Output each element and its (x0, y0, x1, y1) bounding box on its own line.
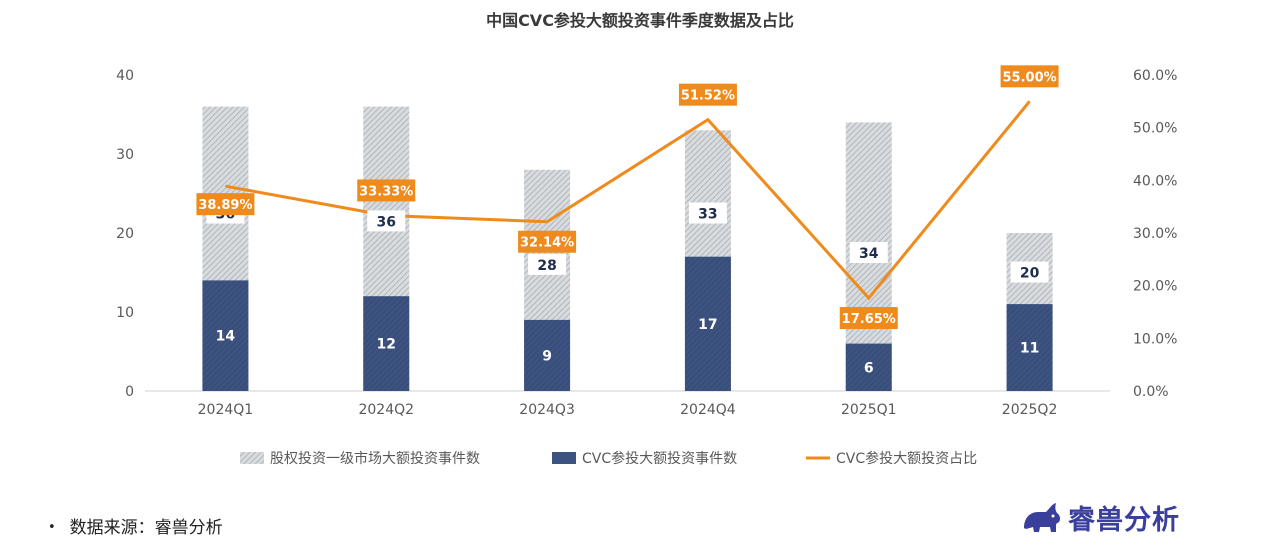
y2-tick-label: 30.0% (1133, 226, 1177, 242)
bar-cvc (1006, 304, 1053, 391)
data-source-text: 数据来源：睿兽分析 (69, 518, 223, 538)
ratio-line (225, 100, 1031, 301)
bar-cvc (524, 319, 571, 391)
cvc-value-label: 17 (698, 317, 717, 333)
bullet: • (48, 520, 56, 535)
y-tick-label: 30 (116, 147, 134, 163)
total-value-label: 33 (698, 207, 717, 223)
total-value-label: 34 (859, 246, 879, 262)
y2-tick-label: 60.0% (1133, 68, 1177, 84)
total-label-box (367, 210, 406, 232)
ratio-label-box (357, 179, 416, 202)
legend-swatch-total (240, 452, 264, 464)
rhino-logo-icon (1024, 502, 1061, 532)
x-tick-label: 2024Q3 (519, 402, 575, 418)
total-value-label: 20 (1020, 266, 1040, 282)
total-label-box (688, 202, 727, 224)
bar-cvc (202, 280, 249, 391)
ratio-label-box (839, 307, 898, 330)
ratio-value-label: 33.33% (359, 184, 413, 199)
ratio-label-box (1000, 65, 1059, 88)
chart-title: 中国CVC参投大额投资事件季度数据及占比 (486, 11, 794, 30)
y2-tick-label: 0.0% (1133, 384, 1169, 400)
ratio-value-label: 32.14% (520, 236, 574, 251)
x-tick-label: 2025Q2 (1002, 402, 1058, 418)
y-tick-label: 10 (116, 305, 134, 321)
chart: 中国CVC参投大额投资事件季度数据及占比 0 10 20 30 40 0.0% 10.0%… (116, 11, 1177, 467)
y2-tick-label: 20.0% (1133, 279, 1177, 295)
legend-label-ratio: CVC参投大额投资占比 (836, 450, 977, 467)
ratio-label-box (678, 83, 737, 106)
y2-tick-label: 50.0% (1133, 121, 1177, 137)
brand-logo: 睿兽分析 (1020, 498, 1180, 537)
ratio-value-label: 17.65% (842, 312, 896, 327)
ratio-value-label: 51.52% (681, 89, 735, 104)
ratio-label-box (518, 230, 577, 253)
x-tick-label: 2024Q2 (358, 402, 414, 418)
bar-cvc (363, 296, 410, 391)
cvc-value-label: 14 (216, 329, 236, 345)
cvc-value-label: 9 (542, 348, 552, 364)
total-value-label: 28 (537, 258, 556, 274)
cvc-value-label: 11 (1020, 341, 1039, 357)
y2-tick-label: 40.0% (1133, 173, 1177, 189)
legend-swatch-cvc (552, 452, 576, 464)
bar-cvc (845, 343, 892, 391)
total-label-box (528, 253, 567, 275)
total-value-label: 36 (377, 214, 396, 230)
cvc-value-label: 6 (864, 360, 874, 376)
x-tick-label: 2025Q1 (841, 402, 897, 418)
brand-name: 睿兽分析 (1068, 505, 1180, 536)
y-tick-label: 0 (125, 384, 134, 400)
x-tick-label: 2024Q4 (680, 402, 736, 418)
data-source-note: • 数据来源：睿兽分析 (48, 513, 223, 538)
y2-tick-label: 10.0% (1133, 331, 1177, 347)
y-tick-label: 40 (116, 68, 134, 84)
bar-cvc (684, 256, 731, 391)
ratio-value-label: 55.00% (1003, 70, 1057, 85)
total-label-box (1010, 261, 1049, 283)
legend-label-cvc: CVC参投大额投资事件数 (582, 450, 737, 467)
x-tick-label: 2024Q1 (198, 402, 254, 418)
ratio-label-box (196, 193, 255, 216)
y-tick-label: 20 (116, 226, 134, 242)
total-label-box (849, 242, 888, 263)
legend-label-total: 股权投资一级市场大额投资事件数 (270, 450, 480, 467)
ratio-value-label: 38.89% (198, 198, 252, 213)
cvc-value-label: 12 (377, 337, 396, 353)
